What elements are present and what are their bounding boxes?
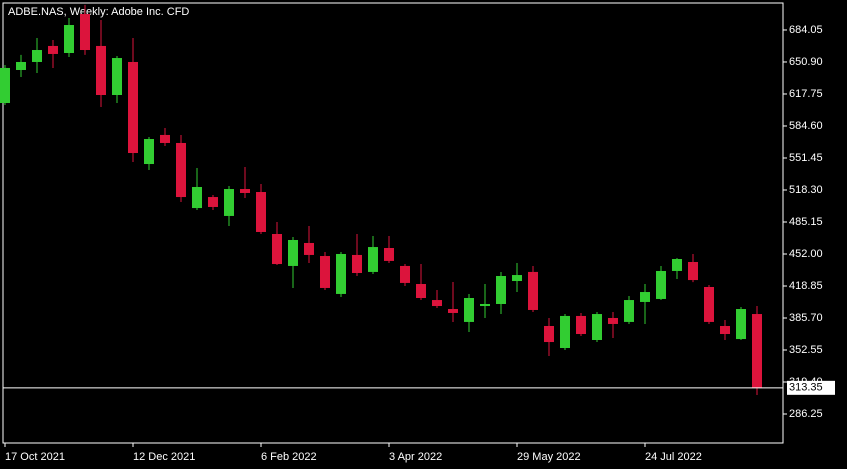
y-tick-label: 385.70 <box>789 312 823 324</box>
y-tick-label: 418.85 <box>789 280 823 292</box>
price-label-box <box>787 380 835 395</box>
x-tick-label: 3 Apr 2022 <box>389 451 442 463</box>
candle-body <box>640 292 650 302</box>
candle-body <box>320 256 330 288</box>
candle-body <box>16 61 26 70</box>
candle-body <box>336 253 346 294</box>
candle-body <box>112 58 122 95</box>
candle-body <box>496 275 506 304</box>
y-tick-label: 551.45 <box>789 152 823 164</box>
candle-body <box>672 259 682 271</box>
y-tick-label: 584.60 <box>789 120 823 132</box>
candle-body <box>0 67 10 104</box>
candle-body <box>240 189 250 193</box>
candle-body <box>624 300 634 322</box>
candle-body <box>224 189 234 216</box>
x-tick-label: 17 Oct 2021 <box>5 451 65 463</box>
candle-body <box>688 261 698 281</box>
candle-body <box>544 326 554 343</box>
candle-body <box>512 275 522 282</box>
candle-body <box>160 134 170 143</box>
candle-body <box>176 142 186 198</box>
x-tick-label: 6 Feb 2022 <box>261 451 317 463</box>
candle-body <box>720 326 730 335</box>
candle-body <box>576 315 586 335</box>
candle-body <box>384 248 394 261</box>
candle-body <box>192 186 202 209</box>
candle-body <box>656 270 666 299</box>
candle-body <box>416 284 426 299</box>
candle-body <box>752 314 762 388</box>
price-label: 313.35 <box>789 382 823 394</box>
y-tick-label: 286.25 <box>789 408 823 420</box>
candle-body <box>304 242 314 255</box>
x-tick-label: 29 May 2022 <box>517 451 581 463</box>
x-tick-label: 12 Dec 2021 <box>133 451 195 463</box>
y-tick-label: 352.55 <box>789 344 823 356</box>
candle-body <box>608 317 618 324</box>
plot-frame <box>2 2 784 444</box>
candle-body <box>352 254 362 274</box>
candle-body <box>144 139 154 165</box>
candle-body <box>96 45 106 95</box>
candle-body <box>256 192 266 232</box>
candle-body <box>560 315 570 349</box>
candle-body <box>432 300 442 307</box>
candle-body <box>128 61 138 154</box>
y-tick-label: 684.05 <box>789 24 823 36</box>
candle-body <box>48 45 58 54</box>
candle-body <box>80 14 90 51</box>
candle-body <box>272 234 282 265</box>
candle-body <box>480 303 490 307</box>
candle-body <box>368 247 378 272</box>
candle-body <box>704 287 714 322</box>
y-tick-label: 518.30 <box>789 184 823 196</box>
y-tick-label: 617.75 <box>789 88 823 100</box>
candle-body <box>736 309 746 340</box>
candle-body <box>32 50 42 62</box>
candle-body <box>448 309 458 313</box>
candle-body <box>464 298 474 322</box>
candle-body <box>400 265 410 283</box>
y-tick-label: 485.15 <box>789 216 823 228</box>
candle-body <box>528 271 538 310</box>
y-tick-label: 650.90 <box>789 56 823 68</box>
candle-body <box>64 25 74 54</box>
chart-title: ADBE.NAS, Weekly: Adobe Inc. CFD <box>8 6 189 18</box>
candle-body <box>592 314 602 340</box>
candle-body <box>208 197 218 207</box>
candle-body <box>288 239 298 266</box>
x-tick-label: 24 Jul 2022 <box>645 451 702 463</box>
y-tick-label: 452.00 <box>789 248 823 260</box>
